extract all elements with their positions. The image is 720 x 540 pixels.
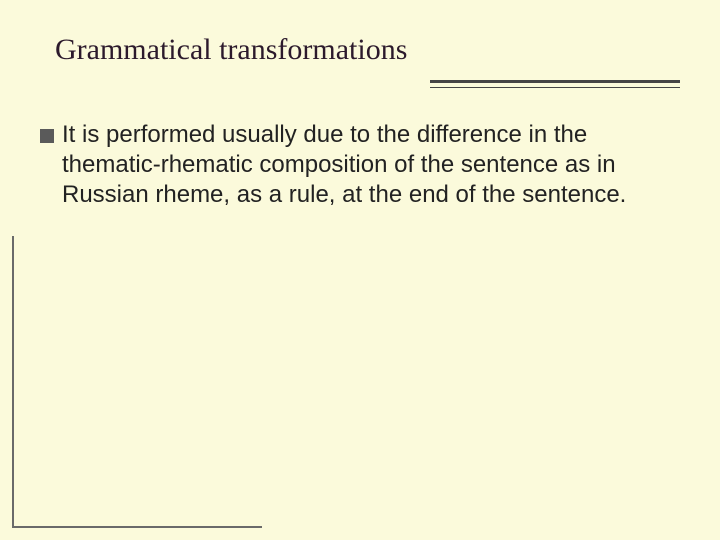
body-text: It is performed usually due to the diffe… xyxy=(62,120,680,210)
corner-border-decoration xyxy=(12,236,34,528)
slide-title: Grammatical transformations xyxy=(55,32,680,68)
bullet-item: It is performed usually due to the diffe… xyxy=(40,120,680,210)
title-underline xyxy=(430,80,680,88)
slide: Grammatical transformations It is perfor… xyxy=(0,0,720,540)
square-bullet-icon xyxy=(40,129,54,143)
title-area: Grammatical transformations xyxy=(55,32,680,68)
body-area: It is performed usually due to the diffe… xyxy=(40,120,680,210)
